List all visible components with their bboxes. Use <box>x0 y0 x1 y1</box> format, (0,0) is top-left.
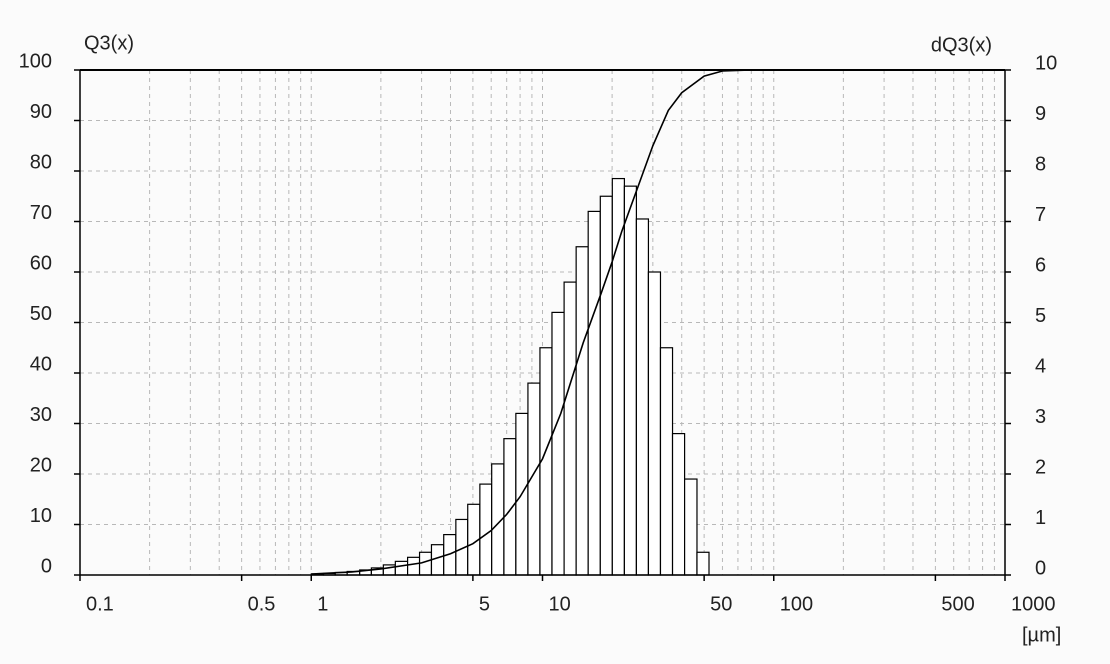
bar <box>647 271 662 576</box>
y2-tick-label: 2 <box>1035 456 1046 478</box>
bar <box>623 185 637 576</box>
x-tick-label: 0.5 <box>248 593 276 615</box>
y-tick-label: 30 <box>30 404 52 426</box>
x-unit-label: [µm] <box>1022 624 1061 646</box>
y2-tick-label: 8 <box>1035 153 1046 175</box>
bar <box>563 281 577 576</box>
y-tick-label: 100 <box>19 50 52 72</box>
x-tick-label: 5 <box>479 593 490 615</box>
y2-tick-label: 6 <box>1035 254 1046 276</box>
y2-tick-label: 1 <box>1035 507 1046 529</box>
y-tick-label: 50 <box>30 303 52 325</box>
bar <box>479 483 493 576</box>
y-tick-label: 20 <box>30 454 52 476</box>
y2-tick-label: 9 <box>1035 103 1046 125</box>
y2-tick-label: 7 <box>1035 204 1046 226</box>
bar <box>696 551 710 576</box>
bar <box>406 556 421 576</box>
cumulative-line <box>311 69 885 575</box>
x-tick-label: 50 <box>710 593 732 615</box>
y2-axis-label: dQ3(x) <box>931 34 992 56</box>
bar <box>659 347 674 576</box>
y-tick-label: 10 <box>30 505 52 527</box>
y2-tick-label: 10 <box>1035 52 1057 74</box>
y-tick-label: 60 <box>30 252 52 274</box>
x-tick-label: 1 <box>317 593 328 615</box>
x-tick-label: 10 <box>549 593 571 615</box>
x-tick-label: 500 <box>941 593 974 615</box>
y2-tick-label: 5 <box>1035 305 1046 327</box>
y-tick-label: 40 <box>30 353 52 375</box>
y-tick-label: 90 <box>30 101 52 123</box>
y-tick-label: 80 <box>30 151 52 173</box>
bar <box>683 478 698 576</box>
y-axis-label: Q3(x) <box>84 32 134 54</box>
y2-tick-label: 4 <box>1035 355 1046 377</box>
y-tick-label: 0 <box>41 555 52 577</box>
y-tick-label: 70 <box>30 202 52 224</box>
x-tick-label: 1000 <box>1011 593 1056 615</box>
bar <box>394 560 409 576</box>
y2-tick-label: 3 <box>1035 406 1046 428</box>
bar <box>503 438 517 576</box>
bar <box>671 433 686 576</box>
bar <box>611 177 625 576</box>
bar <box>587 210 601 576</box>
y2-tick-label: 0 <box>1035 557 1046 579</box>
x-tick-label: 100 <box>780 593 813 615</box>
bar <box>575 246 589 576</box>
bar <box>635 218 650 576</box>
bar <box>551 311 565 576</box>
bar <box>599 195 613 576</box>
x-tick-label: 0.1 <box>86 593 114 615</box>
